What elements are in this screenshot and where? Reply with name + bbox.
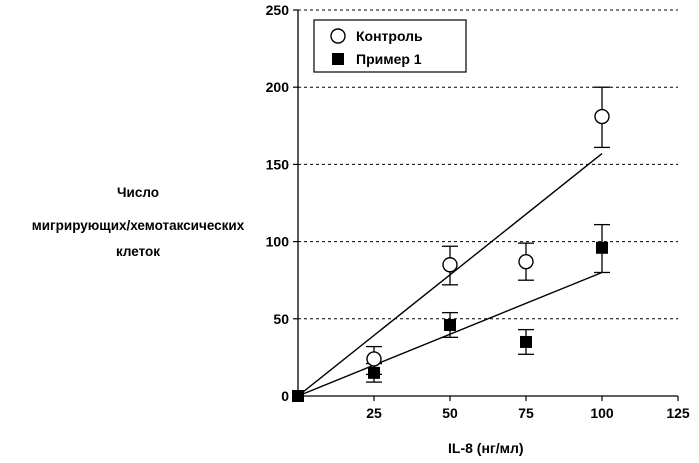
x-tick-label-100: 100 xyxy=(590,405,614,421)
data-point-s2-3 xyxy=(520,336,532,348)
data-point-s2-0 xyxy=(292,390,304,402)
data-point-s1-3 xyxy=(595,110,609,124)
data-point-s2-2 xyxy=(444,319,456,331)
data-point-s2-1 xyxy=(368,367,380,379)
data-point-s1-1 xyxy=(443,258,457,272)
y-tick-label-100: 100 xyxy=(266,234,290,250)
y-tick-label-250: 250 xyxy=(266,2,290,18)
legend-marker-1 xyxy=(331,29,345,43)
y-tick-label-50: 50 xyxy=(273,311,289,327)
x-tick-label-75: 75 xyxy=(518,405,534,421)
data-point-s1-0 xyxy=(367,352,381,366)
legend-marker-2 xyxy=(332,53,344,65)
y-tick-label-0: 0 xyxy=(281,388,289,404)
x-tick-label-125: 125 xyxy=(666,405,690,421)
x-tick-label-25: 25 xyxy=(366,405,382,421)
legend-label-1: Контроль xyxy=(356,28,423,44)
x-tick-label-50: 50 xyxy=(442,405,458,421)
legend-label-2: Пример 1 xyxy=(356,51,422,67)
y-tick-label-200: 200 xyxy=(266,79,290,95)
y-tick-label-150: 150 xyxy=(266,156,290,172)
data-point-s1-2 xyxy=(519,255,533,269)
data-point-s2-4 xyxy=(596,242,608,254)
